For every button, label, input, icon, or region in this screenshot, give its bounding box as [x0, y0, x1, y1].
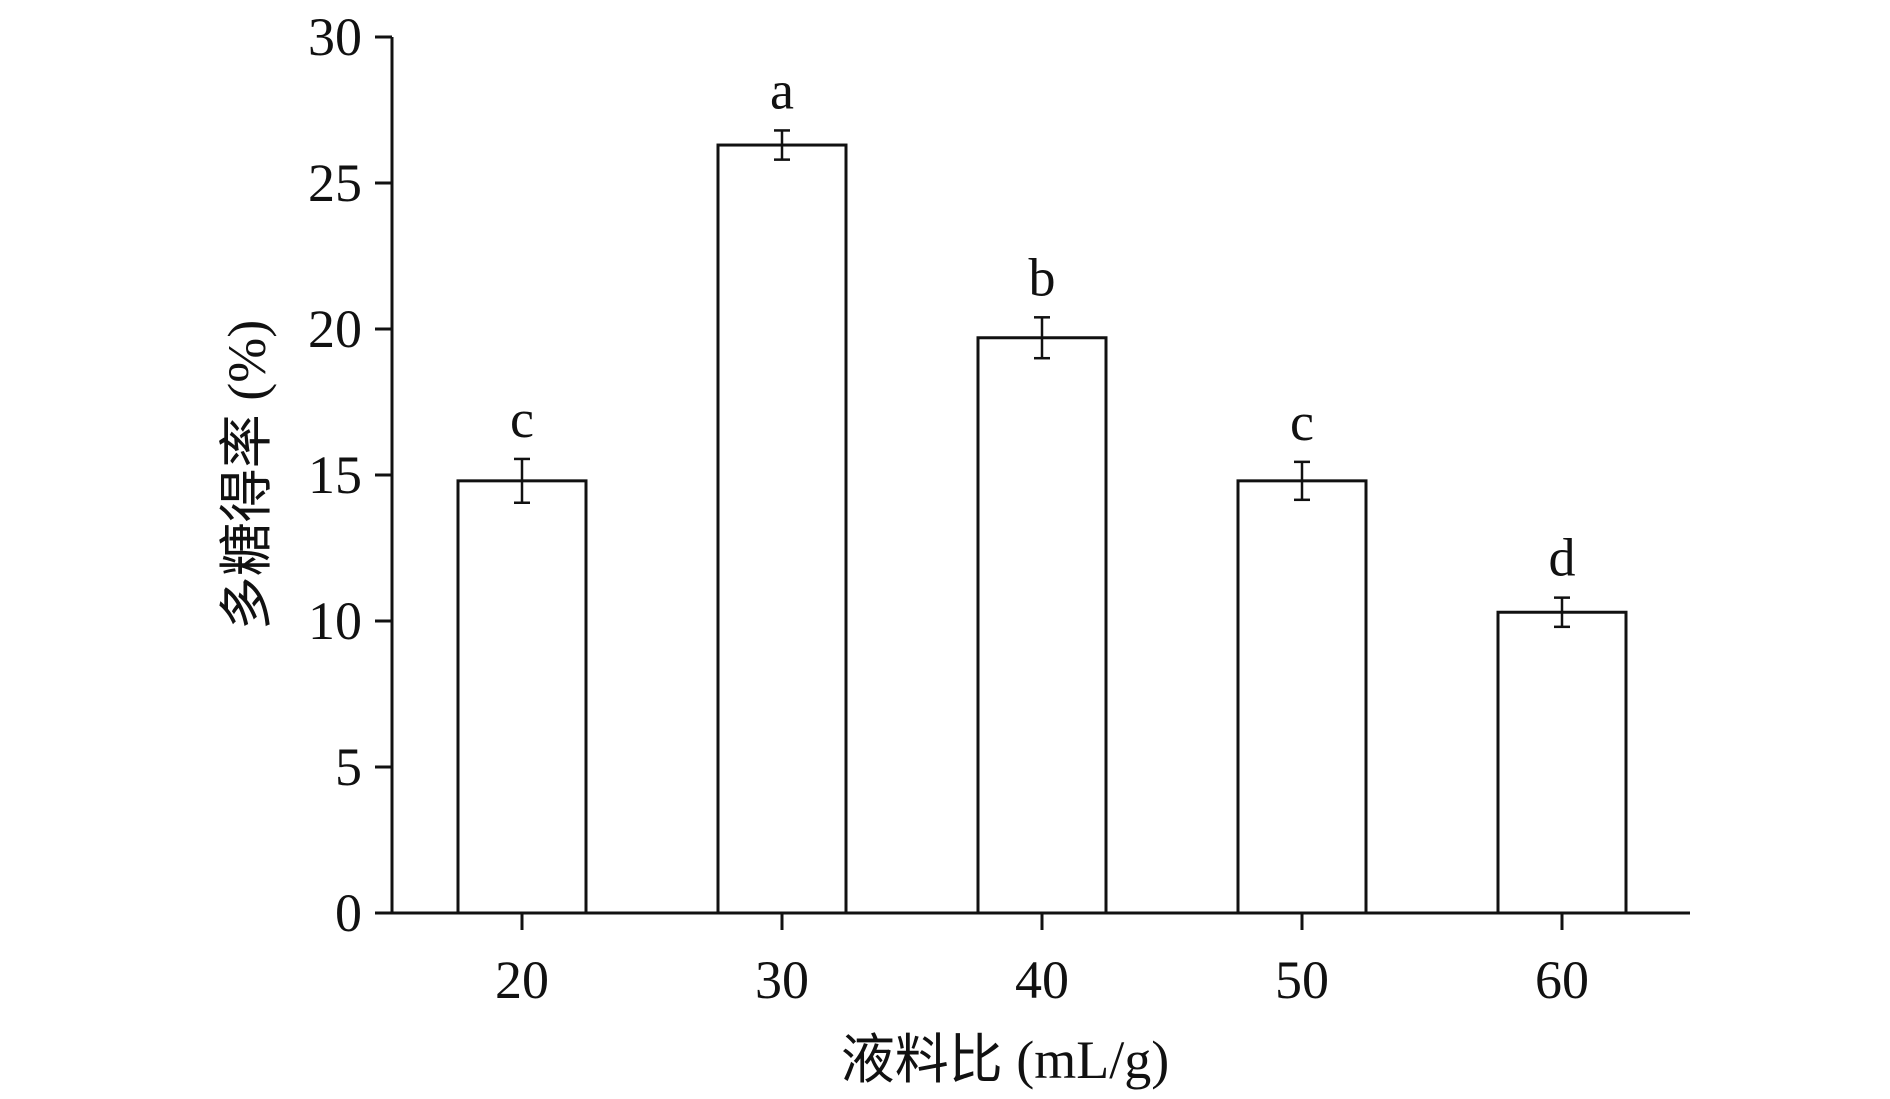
- significance-label-30: a: [770, 60, 794, 120]
- significance-labels-layer: c a b c d: [510, 60, 1575, 587]
- x-tick-label-20: 20: [495, 950, 549, 1010]
- y-tick-label: 5: [335, 737, 362, 797]
- y-tick-label: 30: [308, 7, 362, 67]
- y-axis-title: 多糖得率 (%): [217, 320, 277, 630]
- bar-40: [976, 336, 1108, 915]
- significance-label-60: d: [1549, 528, 1576, 588]
- x-tick-label-40: 40: [1015, 950, 1069, 1010]
- y-tick-label: 25: [308, 153, 362, 213]
- y-tick-label: 10: [308, 591, 362, 651]
- significance-label-40: b: [1029, 247, 1056, 307]
- y-tick-label: 20: [308, 299, 362, 359]
- x-tick-label-30: 30: [755, 950, 809, 1010]
- bar-50: [1236, 479, 1368, 915]
- x-tick-label-60: 60: [1535, 950, 1589, 1010]
- bar-30: [716, 143, 848, 915]
- error-bars-layer: [514, 129, 1570, 629]
- significance-label-50: c: [1290, 392, 1314, 452]
- y-tick-label: 0: [335, 883, 362, 943]
- bar-60: [1496, 610, 1628, 915]
- bar-20: [456, 479, 588, 915]
- y-tick-label: 15: [308, 445, 362, 505]
- x-ticks-layer: 20 30 40 50 60: [495, 913, 1589, 1010]
- x-tick-label-50: 50: [1275, 950, 1329, 1010]
- y-ticks-layer: 0 5 10 15 20 25 30: [308, 7, 392, 943]
- x-axis-title: 液料比 (mL/g): [841, 1030, 1169, 1090]
- significance-label-20: c: [510, 389, 534, 449]
